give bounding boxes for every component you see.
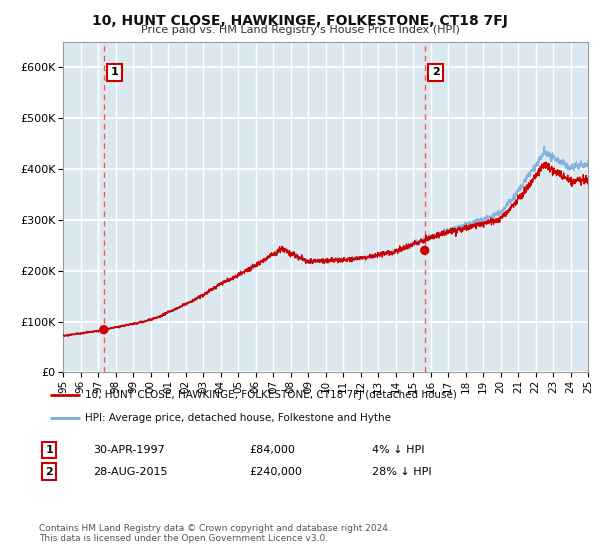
Text: 10, HUNT CLOSE, HAWKINGE, FOLKESTONE, CT18 7FJ: 10, HUNT CLOSE, HAWKINGE, FOLKESTONE, CT… xyxy=(92,14,508,28)
Text: Price paid vs. HM Land Registry's House Price Index (HPI): Price paid vs. HM Land Registry's House … xyxy=(140,25,460,35)
Text: £84,000: £84,000 xyxy=(249,445,295,455)
Point xyxy=(99,325,109,334)
Text: 1: 1 xyxy=(111,68,119,77)
Text: 2: 2 xyxy=(46,466,53,477)
Text: 30-APR-1997: 30-APR-1997 xyxy=(93,445,165,455)
Text: 2: 2 xyxy=(432,68,439,77)
Text: £240,000: £240,000 xyxy=(249,466,302,477)
Text: This data is licensed under the Open Government Licence v3.0.: This data is licensed under the Open Gov… xyxy=(39,534,328,543)
Text: 10, HUNT CLOSE, HAWKINGE, FOLKESTONE, CT18 7FJ (detached house): 10, HUNT CLOSE, HAWKINGE, FOLKESTONE, CT… xyxy=(85,390,457,400)
Text: 28-AUG-2015: 28-AUG-2015 xyxy=(93,466,167,477)
Point xyxy=(420,246,430,255)
Text: 28% ↓ HPI: 28% ↓ HPI xyxy=(372,466,431,477)
Text: Contains HM Land Registry data © Crown copyright and database right 2024.: Contains HM Land Registry data © Crown c… xyxy=(39,524,391,533)
Text: 1: 1 xyxy=(46,445,53,455)
Text: HPI: Average price, detached house, Folkestone and Hythe: HPI: Average price, detached house, Folk… xyxy=(85,413,391,423)
Text: 4% ↓ HPI: 4% ↓ HPI xyxy=(372,445,425,455)
